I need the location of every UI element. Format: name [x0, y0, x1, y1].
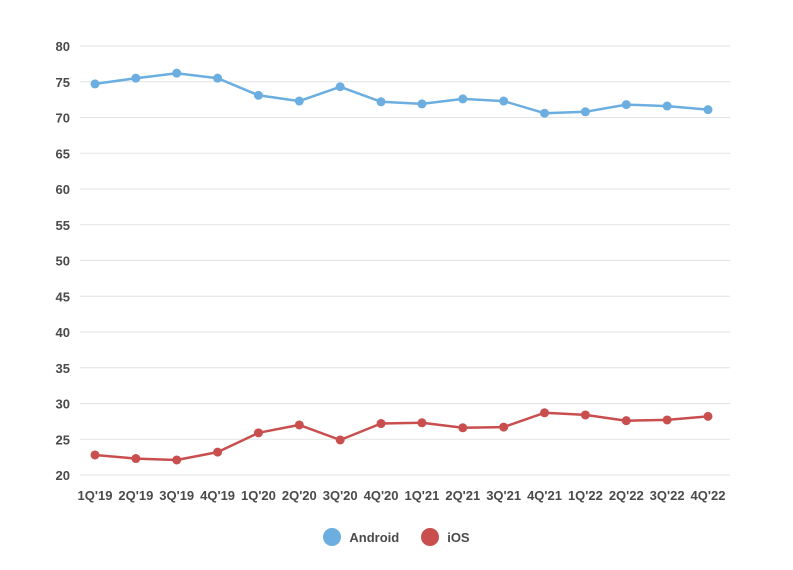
y-tick-label: 60 — [56, 182, 70, 197]
data-point-ios[interactable] — [131, 454, 141, 464]
line-chart: 20 25 30 35 40 45 50 55 60 65 70 75 80 1Q'19 2Q'19 3Q'… — [56, 39, 730, 503]
data-point-ios[interactable] — [253, 428, 263, 438]
data-point-android[interactable] — [294, 96, 304, 106]
series-line-android — [94, 71, 709, 115]
x-tick-label: 3Q'19 — [159, 488, 194, 503]
y-tick-label: 35 — [56, 361, 70, 376]
x-tick-label: 1Q'20 — [241, 488, 276, 503]
data-point-ios[interactable] — [540, 408, 550, 418]
data-point-android[interactable] — [662, 101, 672, 111]
y-tick-label: 80 — [56, 39, 70, 54]
legend-item-android[interactable]: Android — [323, 528, 399, 546]
legend: Android iOS — [0, 528, 793, 546]
y-tick-label: 30 — [56, 397, 70, 412]
x-tick-label: 2Q'20 — [282, 488, 317, 503]
data-point-android[interactable] — [621, 100, 631, 110]
data-point-android[interactable] — [499, 96, 509, 106]
x-tick-label: 3Q'22 — [650, 488, 685, 503]
legend-swatch-ios — [421, 528, 440, 546]
data-point-ios[interactable] — [662, 415, 672, 425]
data-point-ios[interactable] — [335, 435, 345, 445]
legend-swatch-android — [323, 528, 342, 546]
y-tick-label: 70 — [56, 111, 70, 126]
y-tick-label: 20 — [56, 468, 70, 483]
legend-label-ios: iOS — [447, 529, 470, 545]
x-tick-label: 1Q'19 — [78, 488, 113, 503]
data-point-android[interactable] — [458, 94, 468, 104]
data-point-ios[interactable] — [417, 418, 427, 428]
legend-item-ios[interactable]: iOS — [421, 528, 470, 546]
x-tick-label: 4Q'19 — [200, 488, 235, 503]
x-tick-label: 2Q'22 — [609, 488, 644, 503]
x-tick-label: 1Q'21 — [404, 488, 439, 503]
data-point-android[interactable] — [580, 107, 590, 117]
data-point-ios[interactable] — [90, 450, 100, 460]
x-tick-label: 4Q'21 — [527, 488, 562, 503]
data-point-android[interactable] — [417, 99, 427, 109]
x-tick-label: 3Q'20 — [323, 488, 358, 503]
y-tick-label: 40 — [56, 325, 70, 340]
grid-lines — [80, 45, 730, 476]
data-point-android[interactable] — [540, 108, 550, 118]
data-point-ios[interactable] — [703, 411, 713, 421]
y-axis: 20 25 30 35 40 45 50 55 60 65 70 75 80 — [56, 39, 70, 483]
y-tick-label: 75 — [56, 75, 70, 90]
data-point-ios[interactable] — [458, 423, 468, 433]
series-group — [90, 68, 713, 465]
data-point-ios[interactable] — [580, 410, 590, 420]
x-tick-label: 4Q'20 — [364, 488, 399, 503]
data-point-ios[interactable] — [376, 419, 386, 429]
data-point-ios[interactable] — [213, 447, 223, 457]
data-point-ios[interactable] — [621, 416, 631, 426]
data-point-android[interactable] — [335, 82, 345, 92]
y-tick-label: 50 — [56, 254, 70, 269]
data-point-android[interactable] — [703, 105, 713, 115]
x-tick-label: 2Q'19 — [118, 488, 153, 503]
x-tick-label: 3Q'21 — [486, 488, 521, 503]
data-point-android[interactable] — [253, 90, 263, 100]
data-point-android[interactable] — [90, 79, 100, 89]
data-point-ios[interactable] — [294, 420, 304, 430]
y-tick-label: 55 — [56, 218, 70, 233]
data-point-android[interactable] — [213, 73, 223, 83]
data-point-ios[interactable] — [499, 422, 509, 432]
x-tick-label: 1Q'22 — [568, 488, 603, 503]
y-tick-label: 45 — [56, 289, 70, 304]
x-tick-label: 4Q'22 — [691, 488, 726, 503]
y-tick-label: 25 — [56, 432, 70, 447]
data-point-android[interactable] — [376, 97, 386, 107]
y-tick-label: 65 — [56, 146, 70, 161]
data-point-android[interactable] — [172, 68, 182, 78]
data-point-ios[interactable] — [172, 455, 182, 465]
x-tick-label: 2Q'21 — [445, 488, 480, 503]
x-axis: 1Q'19 2Q'19 3Q'19 4Q'19 1Q'20 2Q'20 3Q'20 4Q'20… — [78, 488, 726, 503]
data-point-android[interactable] — [131, 73, 141, 83]
legend-label-android: Android — [349, 529, 400, 545]
series-line-ios — [94, 411, 709, 462]
